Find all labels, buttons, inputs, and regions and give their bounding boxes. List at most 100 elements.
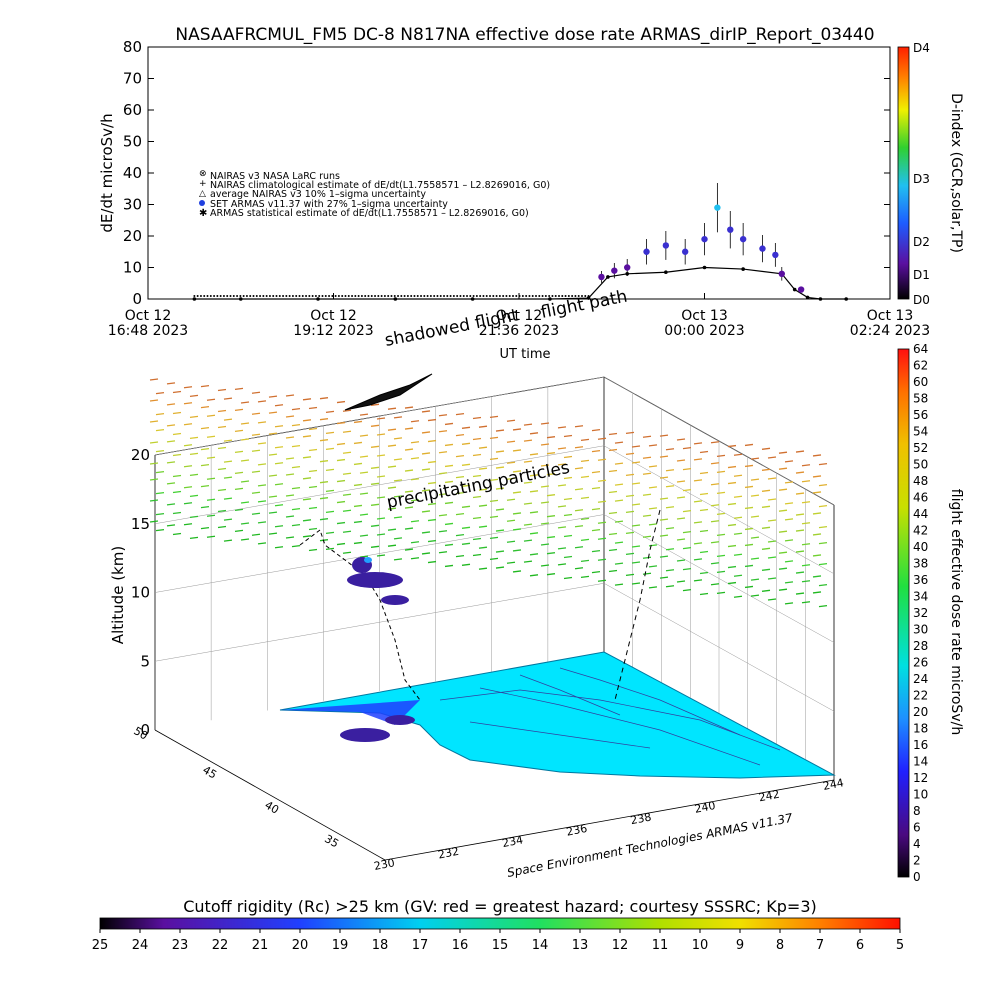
precip-mark <box>274 504 284 507</box>
precip-mark <box>778 588 788 591</box>
precip-mark <box>608 490 618 494</box>
precip-mark <box>359 492 369 495</box>
dose-tick-label: 64 <box>913 342 928 356</box>
precip-mark <box>778 451 788 454</box>
precip-mark <box>563 434 573 438</box>
precip-mark <box>240 522 250 525</box>
precip-mark <box>206 435 216 438</box>
precip-mark <box>574 567 584 570</box>
precip-mark <box>665 469 675 472</box>
precip-mark <box>716 512 726 516</box>
precip-mark <box>200 484 210 488</box>
precip-mark <box>189 415 199 419</box>
precip-mark <box>682 530 692 534</box>
precip-mark <box>421 410 431 413</box>
rc-tick-label: 11 <box>652 938 669 953</box>
precip-mark <box>506 440 516 443</box>
precip-mark <box>665 585 675 588</box>
precip-mark <box>166 461 176 464</box>
armas-point <box>727 226 734 233</box>
precip-mark <box>512 470 522 473</box>
precip-mark <box>733 453 743 456</box>
precip-mark <box>546 536 556 539</box>
nairas-point <box>792 287 797 292</box>
precip-mark <box>812 512 822 515</box>
precip-mark <box>597 458 607 461</box>
precip-mark <box>778 567 788 570</box>
precip-mark <box>812 475 822 478</box>
precip-mark <box>308 527 318 531</box>
nairas-baseline-point <box>584 295 587 297</box>
precip-mark <box>801 501 811 504</box>
nairas-baseline-point <box>406 295 409 297</box>
precip-mark <box>444 564 454 568</box>
dose-tick-label: 4 <box>913 837 921 851</box>
precip-mark <box>489 436 499 440</box>
precip-mark <box>767 498 777 501</box>
precip-mark <box>557 484 567 487</box>
precip-mark <box>563 476 573 480</box>
precip-mark <box>387 528 397 531</box>
precip-mark <box>421 452 431 455</box>
dose-colorbar-ticks: 0246810121416182022242628303234363840424… <box>913 342 928 884</box>
nairas-baseline-point <box>505 295 508 297</box>
precip-mark <box>427 481 437 485</box>
precip-mark <box>608 448 618 452</box>
precip-mark <box>404 448 414 451</box>
nairas-baseline-point <box>262 295 265 297</box>
precip-mark <box>319 460 329 463</box>
precip-mark <box>767 456 777 459</box>
precip-mark <box>761 505 771 508</box>
precip-mark <box>336 542 346 546</box>
nairas-point <box>664 270 668 275</box>
precip-mark <box>495 450 505 453</box>
precip-mark <box>285 536 295 539</box>
d-index-tick-label: D2 <box>913 235 930 249</box>
precip-mark <box>421 510 431 513</box>
precip-mark <box>359 455 369 458</box>
nairas-baseline-point <box>456 295 459 297</box>
dose-tick-label: 24 <box>913 672 928 686</box>
precip-mark <box>676 438 686 441</box>
precip-mark <box>183 402 193 405</box>
nairas-baseline-point <box>449 295 452 297</box>
dose-tick-label: 56 <box>913 408 928 422</box>
legend-marker-nairas-runs: ⊗ <box>199 169 207 179</box>
precip-mark <box>580 538 590 542</box>
precip-mark <box>438 414 448 417</box>
precip-mark <box>251 491 261 494</box>
nairas-baseline-point <box>472 295 475 297</box>
precip-mark <box>319 518 329 521</box>
precip-mark <box>750 557 760 560</box>
precip-mark <box>257 500 267 503</box>
precip-mark <box>591 449 601 453</box>
precip-mark <box>574 546 584 549</box>
precip-mark <box>393 516 403 519</box>
precip-mark <box>597 558 607 561</box>
precip-mark <box>580 559 590 563</box>
armas-point <box>772 251 779 259</box>
precip-mark <box>217 525 227 529</box>
precip-mark <box>574 425 584 428</box>
precip-mark <box>217 446 227 450</box>
precip-mark <box>376 475 386 478</box>
precip-mark <box>240 422 250 425</box>
dose-tick-label: 44 <box>913 507 928 521</box>
precip-mark <box>257 542 267 545</box>
precip-mark <box>580 438 590 442</box>
precip-mark <box>540 422 550 425</box>
precip-mark <box>506 461 516 464</box>
precip-mark <box>155 492 165 495</box>
precip-mark <box>512 570 522 573</box>
dose-tick-label: 6 <box>913 821 921 835</box>
precip-mark <box>387 428 397 431</box>
precip-mark <box>291 544 301 548</box>
precip-mark <box>642 435 652 438</box>
precip-mark <box>421 552 431 555</box>
precip-mark <box>676 459 686 462</box>
precip-mark <box>421 468 431 471</box>
precip-mark <box>393 558 403 561</box>
precip-mark <box>778 551 788 554</box>
precip-mark <box>274 425 284 428</box>
